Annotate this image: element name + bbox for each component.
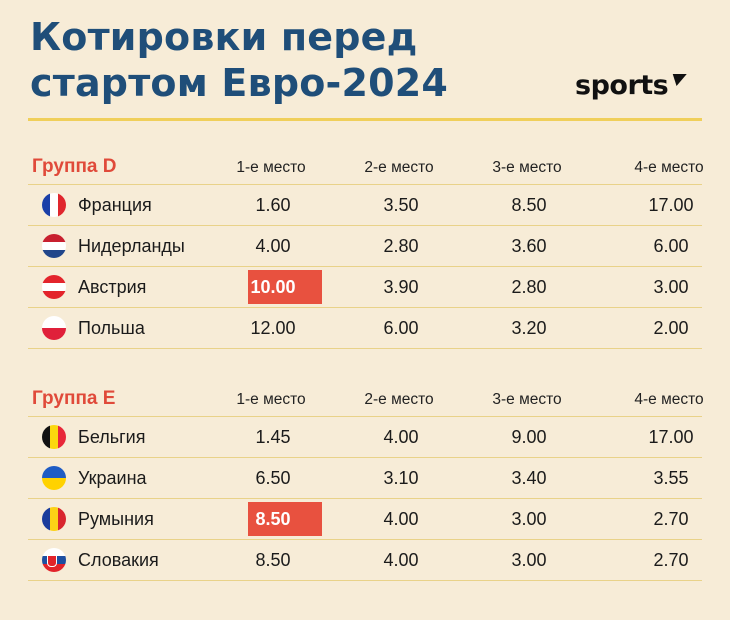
country-name: Франция bbox=[78, 195, 152, 215]
odds-cell: 3.60 bbox=[511, 236, 547, 256]
table-row: Франция 1.60 3.50 8.50 17.00 bbox=[28, 184, 702, 225]
highlighted-odds-cell: 10.00 bbox=[208, 270, 338, 304]
odds-cell: 4.00 bbox=[383, 509, 419, 529]
country-name: Нидерланды bbox=[78, 236, 185, 256]
column-header-place-1: 1-е место bbox=[236, 391, 306, 408]
column-header-place-2: 2-е место bbox=[364, 159, 434, 176]
group-name: Группа Е bbox=[32, 388, 116, 409]
group-header: Группа D 1-е место 2-е место 3-е место 4-е м… bbox=[28, 146, 704, 184]
table-row: Словакия 8.50 4.00 3.00 2.70 bbox=[28, 539, 702, 581]
odds-cell: 2.70 bbox=[653, 509, 689, 529]
odds-cell: 3.90 bbox=[383, 277, 419, 297]
odds-cell: 17.00 bbox=[648, 195, 694, 215]
poland-flag-icon bbox=[42, 316, 66, 340]
country-name: Словакия bbox=[78, 550, 159, 570]
logo-text: sports bbox=[575, 70, 669, 101]
austria-flag-icon bbox=[42, 275, 66, 299]
odds-cell: 3.40 bbox=[511, 468, 547, 488]
odds-cell: 4.00 bbox=[383, 427, 419, 447]
odds-cell: 1.60 bbox=[255, 195, 291, 215]
odds-cell: 4.00 bbox=[255, 236, 291, 256]
odds-cell: 3.55 bbox=[653, 468, 689, 488]
column-header-place-1: 1-е место bbox=[236, 159, 306, 176]
romania-flag-icon bbox=[42, 507, 66, 531]
odds-cell: 8.50 bbox=[511, 195, 547, 215]
odds-cell: 2.80 bbox=[511, 277, 547, 297]
logo-mark-icon bbox=[669, 74, 688, 86]
odds-cell: 3.00 bbox=[511, 550, 547, 570]
table-row: Украина 6.50 3.10 3.40 3.55 bbox=[28, 457, 702, 498]
country-name: Украина bbox=[78, 468, 147, 488]
group-e-table: Группа Е 1-е место 2-е место 3-е место 4-е м… bbox=[28, 378, 704, 581]
table-row: Австрия 10.00 3.90 2.80 3.00 bbox=[28, 266, 702, 307]
odds-cell: 6.00 bbox=[383, 318, 419, 338]
odds-cell: 6.00 bbox=[653, 236, 689, 256]
column-header-place-4: 4-е место bbox=[634, 391, 704, 408]
odds-cell: 3.10 bbox=[383, 468, 419, 488]
highlighted-odds-cell: 8.50 bbox=[208, 502, 338, 536]
odds-cell: 2.70 bbox=[653, 550, 689, 570]
group-name: Группа D bbox=[32, 156, 117, 177]
odds-cell: 3.00 bbox=[653, 277, 689, 297]
highlight-background bbox=[248, 270, 322, 304]
column-header-place-4: 4-е место bbox=[634, 159, 704, 176]
belgium-flag-icon bbox=[42, 425, 66, 449]
slovakia-coat-of-arms-icon bbox=[47, 555, 57, 567]
odds-cell: 17.00 bbox=[648, 427, 694, 447]
odds-value: 10.00 bbox=[250, 277, 296, 297]
odds-cell: 3.00 bbox=[511, 509, 547, 529]
title-line-2: стартом Евро-2024 bbox=[30, 61, 449, 105]
group-d-table: Группа D 1-е место 2-е место 3-е место 4-е м… bbox=[28, 146, 704, 349]
highlight-background bbox=[248, 502, 322, 536]
odds-cell: 6.50 bbox=[255, 468, 291, 488]
title-line-1: Котировки перед bbox=[30, 15, 418, 59]
column-header-place-2: 2-е место bbox=[364, 391, 434, 408]
odds-cell: 4.00 bbox=[383, 550, 419, 570]
country-name: Австрия bbox=[78, 277, 147, 297]
group-header: Группа Е 1-е место 2-е место 3-е место 4-е м… bbox=[28, 378, 704, 416]
country-name: Румыния bbox=[78, 509, 154, 529]
header-divider bbox=[28, 118, 702, 121]
odds-cell: 8.50 bbox=[255, 550, 291, 570]
odds-cell: 12.00 bbox=[250, 318, 296, 338]
slovakia-flag-icon bbox=[42, 548, 66, 572]
odds-cell: 9.00 bbox=[511, 427, 547, 447]
odds-cell: 1.45 bbox=[255, 427, 291, 447]
odds-cell: 3.50 bbox=[383, 195, 419, 215]
sports-logo: sports bbox=[575, 70, 688, 101]
odds-value: 8.50 bbox=[255, 509, 291, 529]
france-flag-icon bbox=[42, 193, 66, 217]
odds-cell: 3.20 bbox=[511, 318, 547, 338]
odds-cell: 2.00 bbox=[653, 318, 689, 338]
page-title: Котировки перед стартом Евро-2024 bbox=[30, 14, 448, 106]
odds-cell: 2.80 bbox=[383, 236, 419, 256]
table-row: Польша 12.00 6.00 3.20 2.00 bbox=[28, 307, 702, 349]
table-row: Румыния 8.50 4.00 3.00 2.70 bbox=[28, 498, 702, 539]
country-name: Бельгия bbox=[78, 427, 146, 447]
table-row: Нидерланды 4.00 2.80 3.60 6.00 bbox=[28, 225, 702, 266]
ukraine-flag-icon bbox=[42, 466, 66, 490]
netherlands-flag-icon bbox=[42, 234, 66, 258]
table-row: Бельгия 1.45 4.00 9.00 17.00 bbox=[28, 416, 702, 457]
country-name: Польша bbox=[78, 318, 145, 338]
column-header-place-3: 3-е место bbox=[492, 159, 562, 176]
column-header-place-3: 3-е место bbox=[492, 391, 562, 408]
